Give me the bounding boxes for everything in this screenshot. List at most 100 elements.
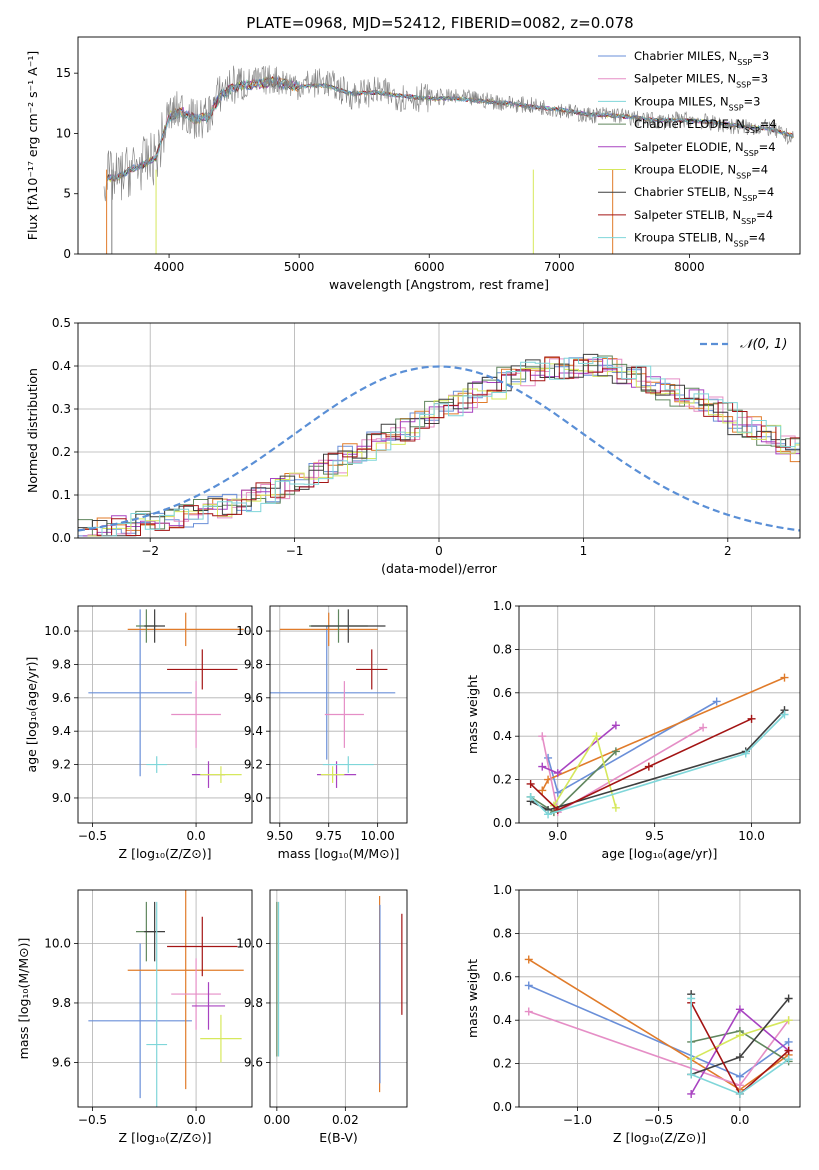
series-marker bbox=[735, 1053, 744, 1062]
axes-frame bbox=[77, 605, 253, 824]
series-marker bbox=[780, 673, 789, 682]
series-marker bbox=[735, 1005, 744, 1014]
series-marker bbox=[735, 1031, 744, 1040]
axes-frame bbox=[269, 605, 408, 824]
x-axis-label: Z [log₁₀(Z/Z⊙)] bbox=[119, 846, 212, 861]
series-marker bbox=[784, 1055, 793, 1064]
series-marker bbox=[538, 732, 547, 741]
y-tick-label: 0.2 bbox=[493, 1057, 512, 1071]
mass-vs-EBV-axes bbox=[266, 890, 407, 1111]
y-tick-label: 10.0 bbox=[236, 937, 263, 951]
x-axis-label: (data-model)/error bbox=[381, 561, 498, 576]
y-tick-label: 9.6 bbox=[52, 1055, 71, 1069]
series-line bbox=[530, 713, 786, 816]
legend-entry: Chabrier MILES, NSSP=3 bbox=[634, 49, 769, 67]
y-tick-label: 0.1 bbox=[52, 488, 71, 502]
series-line bbox=[530, 709, 786, 811]
x-tick-label: 0.0 bbox=[187, 1113, 206, 1127]
series-marker bbox=[687, 994, 696, 1003]
axes-frame bbox=[269, 889, 408, 1108]
y-tick-label: 9.6 bbox=[244, 1055, 263, 1069]
x-axis-label: Z [log₁₀(Z/Z⊙)] bbox=[613, 1130, 706, 1145]
y-tick-label: 9.8 bbox=[52, 996, 71, 1010]
y-tick-label: 0.8 bbox=[493, 926, 512, 940]
y-tick-label: 0.2 bbox=[52, 445, 71, 459]
series-marker bbox=[524, 981, 533, 990]
x-axis-label: wavelength [Angstrom, rest frame] bbox=[329, 277, 549, 292]
x-tick-label: 2 bbox=[724, 544, 732, 558]
series-marker bbox=[611, 747, 620, 756]
y-tick-label: 15 bbox=[56, 66, 71, 80]
axes-frame bbox=[77, 322, 801, 539]
y-tick-label: 0.2 bbox=[493, 773, 512, 787]
x-tick-label: 9.0 bbox=[548, 829, 567, 843]
x-tick-label: 6000 bbox=[414, 260, 445, 274]
y-tick-label: 1.0 bbox=[493, 883, 512, 897]
x-tick-label: 9.5 bbox=[645, 829, 664, 843]
y-axis-label: mass weight bbox=[465, 959, 480, 1038]
y-tick-label: 10.0 bbox=[44, 937, 71, 951]
x-axis-label: mass [log₁₀(M/M⊙)] bbox=[278, 846, 400, 861]
series-marker bbox=[553, 788, 562, 797]
y-tick-label: 0.0 bbox=[493, 1100, 512, 1114]
y-tick-label: 10 bbox=[56, 126, 71, 140]
series-marker bbox=[741, 749, 750, 758]
series-marker bbox=[784, 1046, 793, 1055]
legend-entry: Salpeter ELODIE, NSSP=4 bbox=[634, 140, 776, 158]
y-tick-label: 9.2 bbox=[244, 758, 263, 772]
series-marker bbox=[687, 1089, 696, 1098]
data-spectrum-line bbox=[103, 65, 794, 202]
legend-entry: Kroupa ELODIE, NSSP=4 bbox=[634, 163, 768, 181]
y-tick-label: 0.0 bbox=[52, 531, 71, 545]
mass-vs-Z-points bbox=[88, 890, 244, 1107]
y-axis-label: Normed distribution bbox=[25, 368, 40, 493]
series-marker bbox=[538, 786, 547, 795]
x-tick-label: −0.5 bbox=[78, 829, 107, 843]
series-marker bbox=[544, 810, 553, 819]
x-tick-label: 0 bbox=[435, 544, 443, 558]
legend-entry: Chabrier ELODIE, NSSP=4 bbox=[634, 117, 777, 135]
series-line bbox=[541, 676, 785, 791]
y-tick-label: 0.4 bbox=[493, 1013, 512, 1027]
x-tick-label: 8000 bbox=[674, 260, 705, 274]
axes-frame bbox=[77, 889, 253, 1108]
y-tick-label: 9.8 bbox=[244, 657, 263, 671]
y-tick-label: 9.4 bbox=[52, 724, 71, 738]
y-tick-label: 0.6 bbox=[493, 686, 512, 700]
age-vs-mass-axes bbox=[266, 606, 407, 827]
y-axis-label: mass [log₁₀(M/M⊙)] bbox=[16, 938, 31, 1060]
series-marker bbox=[526, 779, 535, 788]
y-tick-label: 9.0 bbox=[52, 791, 71, 805]
axes-frame bbox=[518, 889, 801, 1108]
x-tick-label: 9.50 bbox=[266, 829, 293, 843]
y-tick-label: 9.4 bbox=[244, 724, 263, 738]
spectrum-lines bbox=[103, 65, 794, 254]
y-tick-label: 10.0 bbox=[236, 624, 263, 638]
y-axis-label: Flux [fλ10⁻¹⁷ erg cm⁻² s⁻¹ A⁻¹] bbox=[25, 51, 40, 240]
x-axis-label: age [log₁₀(age/yr)] bbox=[602, 846, 718, 861]
series-line bbox=[690, 998, 790, 1095]
series-marker bbox=[784, 1016, 793, 1025]
x-tick-label: 1 bbox=[580, 544, 588, 558]
y-tick-label: 0.4 bbox=[52, 359, 71, 373]
y-tick-label: 9.8 bbox=[52, 657, 71, 671]
series-line bbox=[530, 718, 752, 811]
histogram-series bbox=[78, 355, 800, 537]
axes-frame bbox=[77, 36, 801, 255]
series-marker bbox=[699, 723, 708, 732]
histogram-series bbox=[87, 363, 800, 537]
y-tick-label: 9.2 bbox=[52, 758, 71, 772]
histogram-series bbox=[78, 353, 800, 537]
x-axis-label: Z [log₁₀(Z/Z⊙)] bbox=[119, 1130, 212, 1145]
y-tick-label: 10.0 bbox=[44, 624, 71, 638]
x-tick-label: 4000 bbox=[154, 260, 185, 274]
mass-vs-EBV-points bbox=[276, 895, 403, 1093]
x-tick-label: 9.75 bbox=[315, 829, 342, 843]
y-tick-label: 0.6 bbox=[493, 970, 512, 984]
legend-entry: Kroupa MILES, NSSP=3 bbox=[634, 94, 760, 112]
y-tick-label: 0 bbox=[63, 247, 71, 261]
series-marker bbox=[538, 762, 547, 771]
x-tick-label: −0.5 bbox=[644, 1113, 673, 1127]
series-marker bbox=[747, 714, 756, 723]
